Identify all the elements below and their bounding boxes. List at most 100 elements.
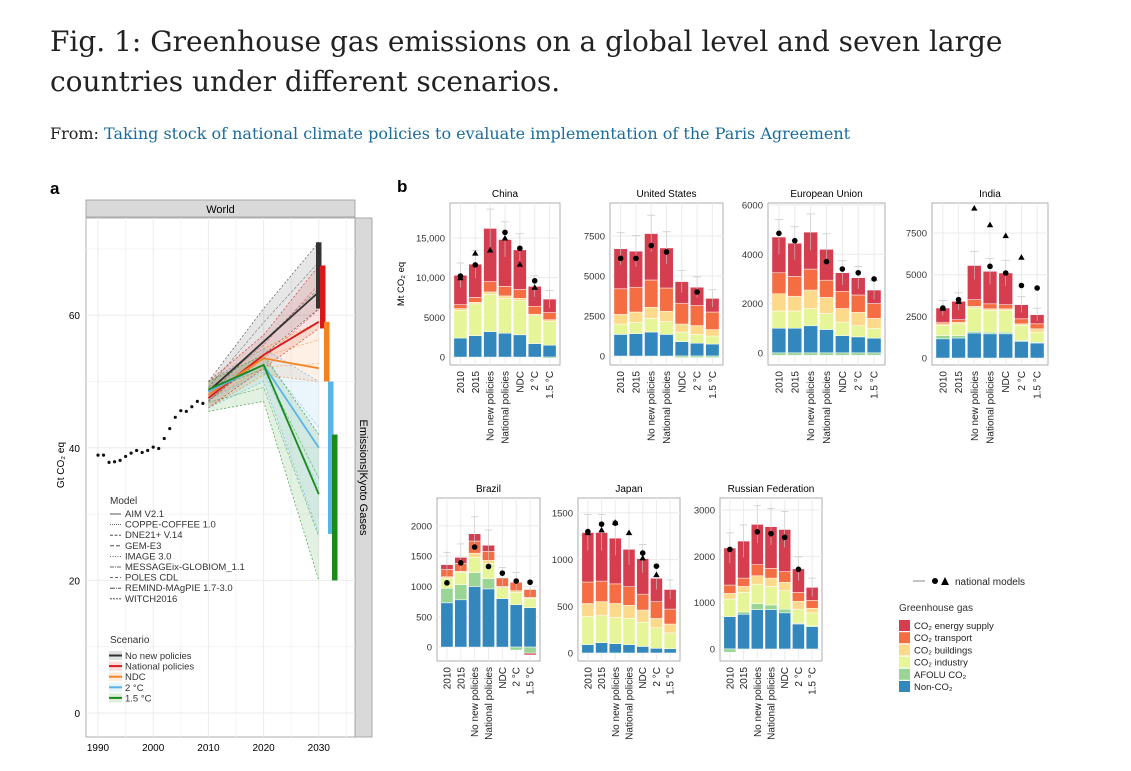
source-line: From: Taking stock of national climate p… [50,124,850,143]
x-tick-label: 2010 [442,667,453,690]
scenario-median-line [207,291,320,393]
y-tick-label: 20 [69,576,81,587]
scenario-range-band [208,242,319,402]
stacked-bar-segment [628,322,643,334]
historical-point [140,450,144,455]
stacked-bar-segment [723,598,737,617]
national-model-dot [617,255,624,262]
historical-point [107,460,111,464]
stacked-bar-segment [737,577,750,587]
stacked-bar-segment [690,325,705,335]
stacked-bar-segment [787,310,803,329]
stacked-bar-segment [483,281,497,293]
national-model-dot [502,229,508,236]
national-model-triangle [501,234,509,241]
sector-swatch [899,668,910,680]
stacked-bar-segment [737,613,750,650]
historical-point [135,448,139,453]
scenario-legend-item: 1.5 °C [125,693,152,704]
national-model-dot [499,570,506,576]
article-link[interactable]: Taking stock of national climate policie… [104,124,851,143]
y-tick-label: 2500 [584,312,605,323]
stacked-bar-segment [998,308,1013,311]
stacked-bar-segment [622,605,636,619]
national-model-dot [648,242,655,249]
model-pathway-line [208,242,320,382]
y-tick-label: 0 [74,709,80,720]
y-tick-label: 0 [600,352,605,363]
stacked-bar-segment [803,325,818,354]
model-legend-title: Model [110,496,137,507]
model-pathway-line [208,381,320,535]
scenario-legend-item: NDC [125,672,146,683]
stacked-bar-segment [581,616,595,645]
stacked-bar-segment [468,303,483,336]
x-tick-label: National policies [484,667,495,740]
stacked-bar-segment [613,323,628,335]
stacked-bar-segment [951,319,966,323]
national-model-dot [598,521,605,527]
stacked-bar-segment [705,343,720,357]
stacked-bar-segment [523,652,537,656]
x-tick-label: 2 °C [652,667,663,687]
stacked-bar-segment [454,584,468,601]
national-model-triangle [971,205,978,211]
national-model-dot [871,276,877,282]
stacked-bar-segment [1029,328,1045,333]
stacked-bar-segment [609,643,622,654]
model-pathway-line [208,347,319,382]
facet-title: European Union [790,189,862,200]
stacked-bar-segment [628,333,643,357]
stacked-bar-segment [819,297,834,314]
stacked-bar-segment [496,598,509,648]
facet-title: India [979,189,1001,200]
stacked-bar-segment [705,335,720,345]
national-model-dot [485,563,492,570]
scenario-2030-range-bar [320,265,326,329]
x-tick-label: National policies [767,667,778,740]
sector-legend-item: Non-CO₂ [914,682,953,693]
stacked-bar-segment [982,333,998,359]
stacked-bar-segment [787,328,803,354]
y-tick-label: 4000 [742,250,763,261]
model-pathway-line [208,328,320,409]
stacked-bar-segment [527,305,542,315]
stacked-bar-segment [498,332,512,358]
x-tick-label: NDC [515,371,526,393]
stacked-bar-segment [542,344,557,358]
stacked-bar-segment [581,644,595,654]
stacked-bar-segment [513,298,527,301]
model-pathway-line [208,371,320,489]
stacked-bar-segment [935,338,951,359]
panel-label-a: a [50,179,60,198]
sector-swatch [899,656,910,668]
stacked-bar-segment [659,310,674,322]
y-tick-label: 500 [416,612,432,623]
stacked-bar-segment [935,335,951,340]
stacked-bar-segment [805,612,819,627]
stacked-bar-segment [542,312,557,320]
stacked-bar-segment [751,564,764,577]
stacked-bar-segment [850,325,866,338]
national-model-triangle [584,529,592,536]
world-strip-label: World [206,204,235,216]
stacked-bar-segment [613,288,628,315]
national-model-dot [527,579,533,586]
model-pathway-line [208,400,320,581]
stacked-bar-segment [998,310,1013,333]
national-model-triangle [531,284,538,290]
stacked-bar-segment [498,286,512,297]
stacked-bar-segment [595,601,608,616]
x-tick-label: National policies [986,371,997,444]
stacked-bar-segment [835,352,850,356]
stacked-bar-segment [787,295,803,312]
scenario-range-band [208,354,319,581]
historical-point [101,453,106,457]
facet-india: India 0 2500 5000 7500 2010 2015 No new policie… [906,189,1049,444]
national-model-dot [694,289,700,295]
figure-header: Fig. 1: Greenhouse gas emissions on a gl… [50,22,1050,102]
stacked-bar-segment [850,311,866,327]
y-tick-label: 60 [69,311,81,322]
stacked-bar-segment [835,291,850,309]
triangle-marker-icon [941,577,949,585]
